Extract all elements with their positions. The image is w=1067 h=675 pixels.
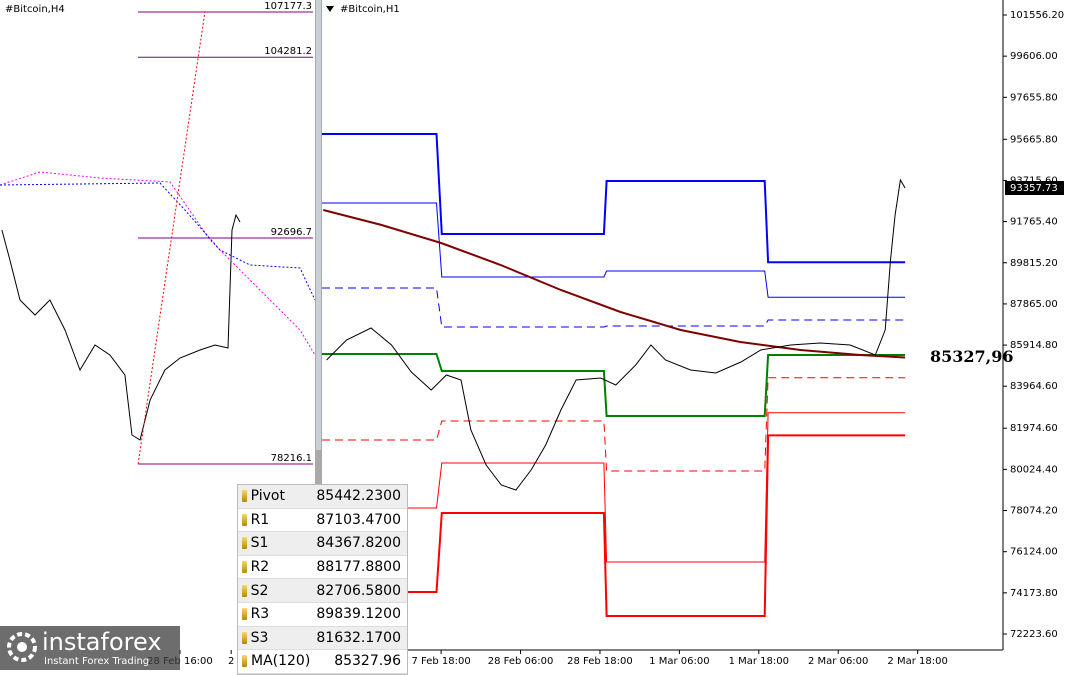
y-tick-label: 72223.60 xyxy=(1010,629,1058,640)
logo-icon xyxy=(7,632,37,662)
x-tick-label: 2 Mar 06:00 xyxy=(808,656,868,667)
y-tick-label: 74173.80 xyxy=(1010,588,1058,599)
y-tick-label: 89815.20 xyxy=(1010,258,1058,269)
row-label: MA(120) xyxy=(251,653,311,670)
row-label: S2 xyxy=(250,582,269,599)
series-line xyxy=(322,202,906,298)
row-value: 89839.1200 xyxy=(316,606,401,623)
series-line xyxy=(322,133,906,264)
row-label: R3 xyxy=(250,606,270,623)
row-label: S1 xyxy=(250,535,269,552)
fib-label: 92696.7 xyxy=(271,227,312,238)
row-icon xyxy=(242,537,247,550)
row-label: S3 xyxy=(250,629,269,646)
price-box xyxy=(1005,181,1064,196)
pivot-row: MA(120) 85327.96 xyxy=(238,650,407,674)
series-line xyxy=(1,213,241,441)
axes: #Bitcoin,H428 Feb 16:002#Bitcoin,H17 Feb… xyxy=(5,4,1064,667)
y-tick-label: 87865.00 xyxy=(1010,299,1058,310)
pivot-row: Pivot 85442.2300 xyxy=(238,485,407,509)
chart-title: #Bitcoin,H4 xyxy=(5,4,65,15)
x-tick-label: 1 Mar 06:00 xyxy=(649,656,709,667)
row-icon xyxy=(242,513,247,526)
y-tick-label: 97655.80 xyxy=(1010,92,1058,103)
ma-value-label: 85327,96 xyxy=(930,347,1014,366)
chart-title: #Bitcoin,H1 xyxy=(340,4,400,15)
logo-tagline: Instant Forex Trading xyxy=(44,656,150,667)
pivot-row: R2 88177.8800 xyxy=(238,556,407,580)
pivot-row: R1 87103.4700 xyxy=(238,509,407,533)
pivot-row: S2 82706.5800 xyxy=(238,579,407,603)
x-tick-label: 7 Feb 18:00 xyxy=(412,656,471,667)
pivot-row: S1 84367.8200 xyxy=(238,532,407,556)
x-tick-label: 28 Feb 18:00 xyxy=(567,656,633,667)
row-value: 81632.1700 xyxy=(316,629,401,646)
series-line xyxy=(322,287,906,328)
x-tick-label: 2 xyxy=(228,656,234,667)
row-value: 84367.8200 xyxy=(316,535,401,552)
series-line xyxy=(322,377,906,472)
pivot-table: Pivot 85442.2300 R1 87103.4700 S1 84367.8200 R… xyxy=(237,484,408,675)
row-value: 82706.5800 xyxy=(316,582,401,599)
y-tick-label: 95665.80 xyxy=(1010,134,1058,145)
logo: instaforex Instant Forex Trading xyxy=(0,626,180,670)
series-line xyxy=(137,11,206,465)
y-tick-label: 80024.40 xyxy=(1010,464,1058,475)
y-tick-label: 93715.60 xyxy=(1010,175,1058,186)
row-icon xyxy=(242,561,247,574)
row-icon xyxy=(242,584,247,597)
h1-plot xyxy=(322,133,906,617)
row-value: 85442.2300 xyxy=(316,488,401,505)
y-tick-label: 83964.60 xyxy=(1010,381,1058,392)
fib-label: 107177.3 xyxy=(264,1,312,12)
y-tick-label: 78074.20 xyxy=(1010,506,1058,517)
x-tick-label: 1 Mar 18:00 xyxy=(729,656,789,667)
row-icon xyxy=(242,608,247,621)
series-line xyxy=(323,209,906,359)
row-value: 87103.4700 xyxy=(316,511,401,528)
x-tick-label: 2 Mar 18:00 xyxy=(887,656,947,667)
x-tick-label: 28 Feb 06:00 xyxy=(488,656,554,667)
series-line xyxy=(0,182,315,301)
series-line xyxy=(322,434,906,617)
pivot-row: R3 89839.1200 xyxy=(238,603,407,627)
row-icon xyxy=(242,631,247,644)
pivot-row: S3 81632.1700 xyxy=(238,626,407,651)
series-line xyxy=(0,171,315,356)
y-tick-label: 101556.20 xyxy=(1010,10,1064,21)
y-tick-label: 99606.00 xyxy=(1010,51,1058,62)
row-value: 88177.8800 xyxy=(316,559,401,576)
fib-label: 104281.2 xyxy=(264,46,312,57)
series-line xyxy=(322,353,906,417)
series-line xyxy=(326,178,906,491)
row-label: Pivot xyxy=(250,488,285,505)
y-tick-label: 76124.00 xyxy=(1010,547,1058,558)
title-arrow[interactable] xyxy=(326,6,334,12)
price-label: 93357.73 xyxy=(1010,183,1058,194)
row-value: 85327.96 xyxy=(334,653,401,670)
row-icon xyxy=(242,490,247,503)
y-tick-label: 81974.60 xyxy=(1010,423,1058,434)
h4-plot: 107177.3 104281.2 92696.7 78216.1 xyxy=(0,1,315,465)
logo-name: instaforex xyxy=(42,628,162,656)
splitter-thumb[interactable] xyxy=(316,0,321,450)
fib-label: 78216.1 xyxy=(271,453,312,464)
y-tick-label: 85914.80 xyxy=(1010,340,1058,351)
y-tick-label: 91765.40 xyxy=(1010,217,1058,228)
row-label: R2 xyxy=(250,559,270,576)
row-label: R1 xyxy=(250,511,270,528)
row-icon xyxy=(242,655,247,668)
